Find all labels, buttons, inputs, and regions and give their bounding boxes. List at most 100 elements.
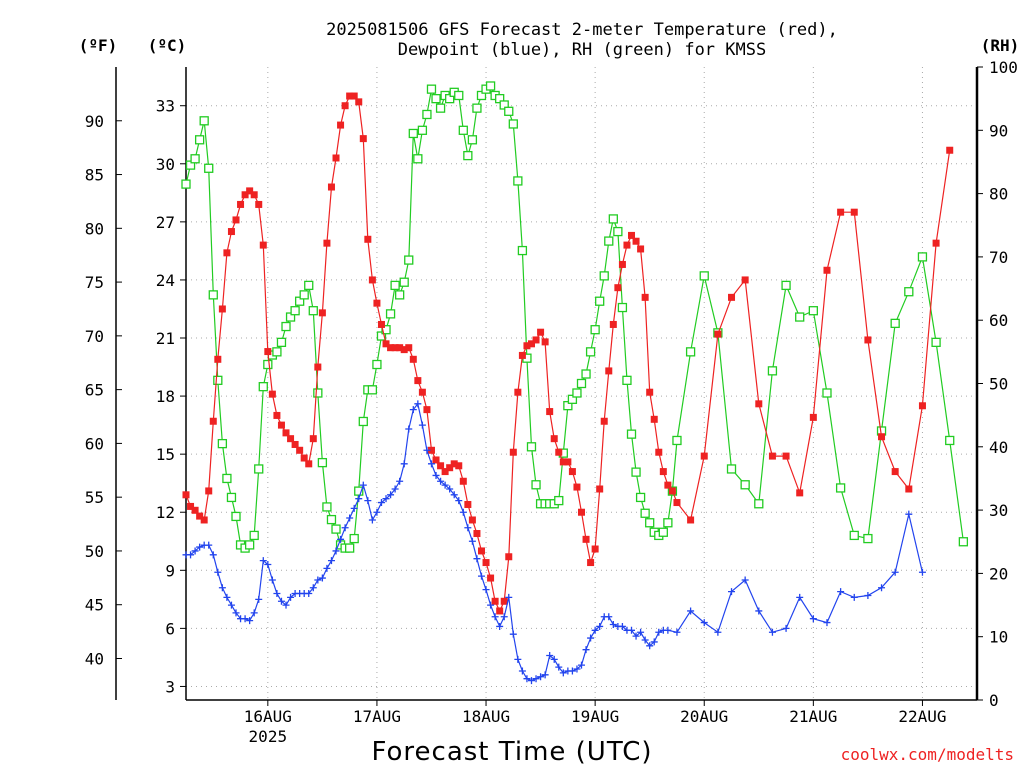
dewpoint-point xyxy=(918,568,926,576)
rh-point xyxy=(517,245,528,256)
rh-point xyxy=(263,359,273,370)
fahrenheit-tick-label: 55 xyxy=(85,488,104,507)
temperature-point xyxy=(437,462,445,470)
rh-point xyxy=(249,530,259,541)
dewpoint-point xyxy=(396,477,404,485)
temperature-point xyxy=(291,440,299,448)
temperature-point xyxy=(309,435,317,443)
dewpoint-point xyxy=(741,576,749,584)
dewpoint-point xyxy=(700,619,708,627)
temperature-point xyxy=(314,363,322,371)
rh-tick-label: 0 xyxy=(989,691,999,710)
rh-point xyxy=(640,508,650,518)
temperature-point xyxy=(578,508,585,516)
dewpoint-point xyxy=(255,595,263,603)
dewpoint-point xyxy=(573,665,581,673)
temperature-point xyxy=(891,468,899,476)
fahrenheit-tick-label: 50 xyxy=(85,542,104,561)
celsius-tick-label: 21 xyxy=(156,329,175,348)
rh-point xyxy=(226,492,237,503)
rh-point xyxy=(463,150,473,161)
rh-point xyxy=(404,255,414,265)
temperature-point xyxy=(741,276,749,284)
rh-point xyxy=(531,480,541,490)
temperature-point xyxy=(564,458,572,466)
temperature-point xyxy=(555,448,563,456)
dewpoint-point xyxy=(268,576,276,584)
rh-point xyxy=(576,378,587,389)
temperature-point xyxy=(400,346,408,354)
rh-tick-label: 90 xyxy=(989,121,1008,140)
rh-point xyxy=(231,511,241,522)
fahrenheit-unit-label: (ºF) xyxy=(79,36,118,55)
axes xyxy=(115,66,983,706)
rh-point xyxy=(795,312,805,322)
dewpoint-point xyxy=(259,557,267,565)
temperature-point xyxy=(646,388,654,396)
dewpoint-point xyxy=(487,601,495,609)
dewpoint-point xyxy=(282,601,290,609)
temperature-point xyxy=(359,135,367,143)
dewpoint-point xyxy=(491,613,499,621)
temperature-point xyxy=(246,187,254,195)
rh-point xyxy=(467,135,478,145)
dewpoint-point xyxy=(655,628,663,636)
rh-point xyxy=(217,438,228,449)
temperature-point xyxy=(546,408,554,416)
temperature-point xyxy=(209,417,217,425)
dewpoint-point xyxy=(459,508,467,516)
temperature-point xyxy=(287,435,295,443)
temperature-point xyxy=(227,228,235,236)
rh-point xyxy=(426,84,437,94)
dewpoint-point xyxy=(768,628,776,636)
temperature-point xyxy=(768,452,776,460)
celsius-tick-label: 12 xyxy=(156,503,175,522)
temperature-point xyxy=(396,344,404,352)
rh-point xyxy=(272,347,282,357)
temperature-point xyxy=(446,464,454,472)
dewpoint-point xyxy=(755,607,763,615)
celsius-tick-label: 9 xyxy=(165,561,175,580)
temperature-point xyxy=(641,293,649,301)
dewpoint-point xyxy=(837,588,845,596)
year-label: 2025 xyxy=(249,727,288,746)
temperature-point xyxy=(414,377,422,385)
rh-point xyxy=(258,382,268,392)
dewpoint-point xyxy=(346,514,354,522)
temperature-point xyxy=(532,336,540,344)
temperature-point xyxy=(596,485,604,493)
temperature-point xyxy=(418,388,426,396)
dewpoint-point xyxy=(823,619,831,627)
dewpoint-point xyxy=(641,636,649,644)
rh-point xyxy=(699,271,709,281)
temperature-point xyxy=(182,491,190,499)
temperature-point xyxy=(337,121,345,129)
temperature-point xyxy=(482,559,490,567)
temperature-point xyxy=(368,276,376,284)
rh-point xyxy=(740,480,750,490)
temperature-point xyxy=(509,448,517,456)
rh-point xyxy=(308,306,318,316)
rh-point xyxy=(222,473,232,484)
dewpoint-point xyxy=(468,537,476,545)
rh-unit-label: (RH) xyxy=(981,36,1020,55)
temperature-point xyxy=(618,260,626,268)
rh-point xyxy=(672,435,682,446)
temperature-point xyxy=(782,452,790,460)
dewpoint-point xyxy=(728,588,736,596)
time-tick-label: 16AUG xyxy=(244,707,292,726)
rh-point xyxy=(513,176,523,186)
temperature-point xyxy=(505,553,513,561)
rh-point xyxy=(345,543,355,553)
temperature-point xyxy=(637,245,645,253)
dewpoint-point xyxy=(509,630,517,638)
temperature-point xyxy=(296,446,304,454)
temperature-point xyxy=(237,200,245,208)
rh-tick-label: 60 xyxy=(989,311,1008,330)
dewpoint-point xyxy=(664,626,672,634)
temperature-point xyxy=(423,406,431,414)
temperature-point xyxy=(473,530,481,538)
dewpoint-point xyxy=(191,547,199,555)
celsius-tick-label: 33 xyxy=(156,97,175,116)
